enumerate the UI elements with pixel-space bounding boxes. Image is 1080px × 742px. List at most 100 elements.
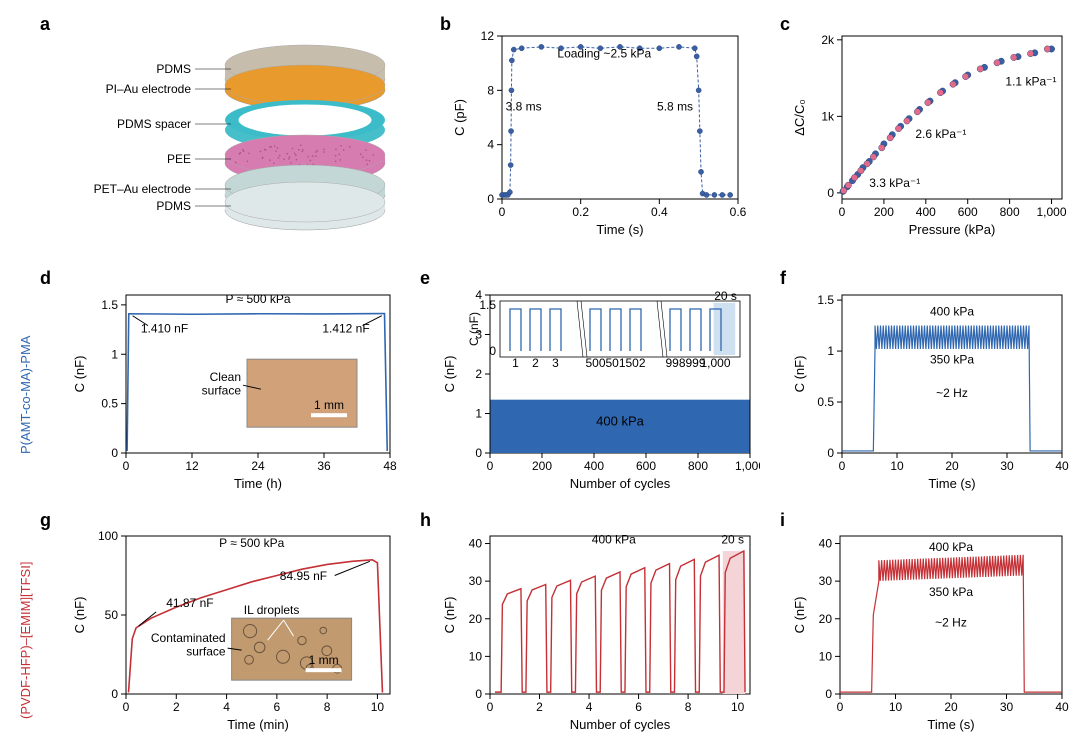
svg-text:0: 0	[825, 687, 832, 701]
svg-text:400: 400	[916, 205, 936, 219]
svg-text:Loading ~2.5 kPa: Loading ~2.5 kPa	[557, 47, 651, 61]
svg-text:1k: 1k	[821, 109, 835, 123]
svg-text:2: 2	[532, 356, 539, 370]
svg-text:350 kPa: 350 kPa	[930, 352, 974, 366]
svg-text:0: 0	[111, 687, 118, 701]
svg-text:~2 Hz: ~2 Hz	[936, 386, 968, 400]
svg-text:Number of cycles: Number of cycles	[570, 717, 671, 732]
svg-text:10: 10	[469, 649, 483, 663]
svg-text:1: 1	[512, 356, 519, 370]
svg-text:2.6 kPa⁻¹: 2.6 kPa⁻¹	[915, 127, 966, 141]
svg-text:0: 0	[475, 446, 482, 460]
svg-text:12: 12	[185, 459, 199, 473]
svg-text:40: 40	[469, 537, 483, 551]
svg-text:1: 1	[111, 347, 118, 361]
svg-text:P ≈ 500 kPa: P ≈ 500 kPa	[219, 536, 284, 550]
svg-text:800: 800	[1000, 205, 1020, 219]
svg-text:1: 1	[827, 344, 834, 358]
svg-text:C (pF): C (pF)	[452, 99, 467, 136]
svg-text:20 s: 20 s	[721, 533, 744, 547]
svg-text:0: 0	[839, 459, 846, 473]
svg-text:50: 50	[105, 608, 119, 622]
svg-text:0: 0	[487, 459, 494, 473]
svg-text:3: 3	[552, 356, 559, 370]
svg-text:800: 800	[688, 459, 708, 473]
svg-text:Number of cycles: Number of cycles	[570, 476, 671, 491]
svg-text:0: 0	[499, 205, 506, 219]
panel-i-chart: 010203040010203040Time (s)C (nF)400 kPa3…	[790, 526, 1070, 736]
svg-text:PDMS spacer: PDMS spacer	[117, 117, 191, 131]
svg-text:600: 600	[636, 459, 656, 473]
panel-e-chart: 02004006008001,00001234Number of cyclesC…	[440, 285, 760, 495]
svg-text:10: 10	[819, 649, 833, 663]
svg-text:0.6: 0.6	[730, 205, 747, 219]
svg-text:PDMS: PDMS	[156, 199, 191, 213]
svg-text:C (nF): C (nF)	[72, 356, 87, 393]
svg-text:IL droplets: IL droplets	[244, 603, 300, 617]
svg-text:0: 0	[123, 459, 130, 473]
svg-text:0.2: 0.2	[572, 205, 589, 219]
panel-h-chart: 0246810010203040Number of cyclesC (nF)40…	[440, 526, 760, 736]
svg-text:84.95 nF: 84.95 nF	[280, 569, 327, 583]
svg-text:1,000: 1,000	[700, 356, 730, 370]
svg-text:Time (s): Time (s)	[928, 476, 975, 491]
svg-text:Time (s): Time (s)	[596, 222, 643, 237]
svg-text:0.4: 0.4	[651, 205, 668, 219]
svg-text:Contaminatedsurface: Contaminatedsurface	[151, 631, 226, 658]
svg-text:0: 0	[123, 700, 130, 714]
svg-text:1.5: 1.5	[101, 298, 118, 312]
svg-text:6: 6	[635, 700, 642, 714]
svg-text:24: 24	[251, 459, 265, 473]
svg-text:2: 2	[536, 700, 543, 714]
svg-text:41.87 nF: 41.87 nF	[166, 596, 213, 610]
svg-text:100: 100	[98, 529, 118, 543]
svg-text:600: 600	[958, 205, 978, 219]
svg-text:0: 0	[475, 687, 482, 701]
svg-text:4: 4	[487, 138, 494, 152]
svg-text:30: 30	[819, 574, 833, 588]
svg-text:502: 502	[625, 356, 645, 370]
svg-text:400 kPa: 400 kPa	[930, 304, 974, 318]
svg-text:400: 400	[584, 459, 604, 473]
svg-text:0: 0	[839, 205, 846, 219]
side-label-top: P(AMT-co-MA)-PMA	[18, 310, 33, 480]
svg-text:0: 0	[487, 700, 494, 714]
svg-text:2k: 2k	[821, 33, 835, 47]
svg-text:~2 Hz: ~2 Hz	[935, 615, 967, 629]
panel-c-chart: 02004006008001,00001k2kPressure (kPa)ΔC/…	[790, 26, 1070, 241]
label-c: c	[780, 14, 790, 35]
svg-text:C (nF): C (nF)	[442, 356, 457, 393]
label-h: h	[420, 510, 431, 531]
svg-text:10: 10	[890, 459, 904, 473]
svg-text:3.8 ms: 3.8 ms	[506, 100, 542, 114]
label-f: f	[780, 268, 786, 289]
svg-text:400 kPa: 400 kPa	[929, 540, 973, 554]
panel-a-diagram: PDMSPI–Au electrodePDMS spacerPEEPET–Au …	[50, 30, 420, 240]
svg-text:0: 0	[827, 186, 834, 200]
svg-text:30: 30	[1000, 459, 1014, 473]
svg-text:400 kPa: 400 kPa	[592, 533, 636, 547]
svg-text:40: 40	[1055, 700, 1069, 714]
svg-text:40: 40	[1055, 459, 1069, 473]
label-d: d	[40, 268, 51, 289]
svg-text:4: 4	[223, 700, 230, 714]
svg-text:2: 2	[475, 367, 482, 381]
svg-text:5.8 ms: 5.8 ms	[657, 100, 693, 114]
svg-text:1.5: 1.5	[817, 293, 834, 307]
svg-text:C (nF): C (nF)	[792, 597, 807, 634]
svg-text:30: 30	[1000, 700, 1014, 714]
svg-text:2: 2	[173, 700, 180, 714]
svg-text:20: 20	[945, 459, 959, 473]
svg-text:200: 200	[532, 459, 552, 473]
svg-text:36: 36	[317, 459, 331, 473]
svg-text:C (nF): C (nF)	[72, 597, 87, 634]
svg-text:0: 0	[487, 192, 494, 206]
label-a: a	[40, 14, 50, 35]
svg-text:10: 10	[371, 700, 385, 714]
svg-text:0: 0	[827, 446, 834, 460]
svg-text:200: 200	[874, 205, 894, 219]
svg-text:1.412 nF: 1.412 nF	[322, 322, 369, 336]
svg-text:20: 20	[944, 700, 958, 714]
svg-text:350 kPa: 350 kPa	[929, 585, 973, 599]
svg-text:8: 8	[685, 700, 692, 714]
